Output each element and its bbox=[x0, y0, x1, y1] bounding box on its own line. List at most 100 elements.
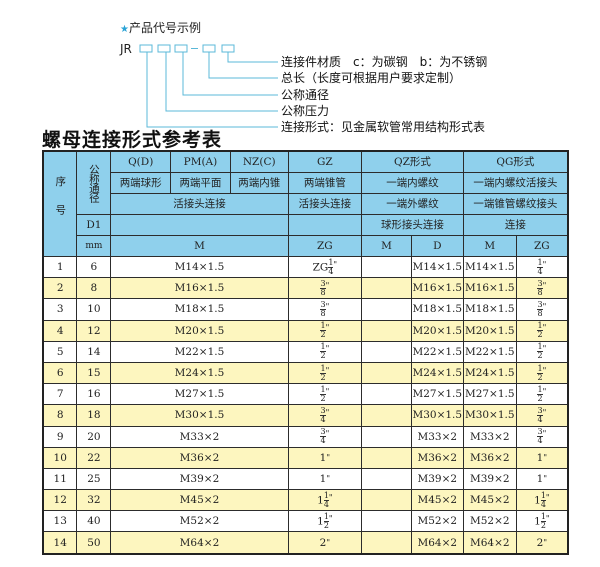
numerator: 3 bbox=[320, 278, 326, 289]
header-gz: GZ bbox=[287, 150, 363, 173]
numerator: 1 bbox=[537, 257, 543, 268]
header-cell: 球形接头连接 bbox=[361, 214, 464, 236]
cell-zg: 3 4 " bbox=[287, 425, 363, 448]
cell-dn: 6 bbox=[76, 255, 112, 279]
cell-m: M45×2 bbox=[110, 489, 289, 512]
cell-qg-m: M33×2 bbox=[462, 425, 517, 448]
product-code-diagram: ★产品代号示例 JR 连接件材质 c：为碳钢 b：为不锈钢 总长（长度可根据用户… bbox=[0, 0, 600, 135]
cell-qg-zg: 1 4 " bbox=[515, 255, 569, 279]
cell-dn: 10 bbox=[76, 298, 112, 321]
zg-whole: 1 bbox=[317, 494, 324, 507]
cell-qg-zg: 1 2 " bbox=[515, 340, 569, 363]
cell-m: M33×2 bbox=[110, 425, 289, 448]
numerator: 1 bbox=[323, 490, 329, 501]
cell-m: M18×1.5 bbox=[110, 298, 289, 321]
zg-whole: 1 bbox=[534, 494, 541, 507]
numerator: 1 bbox=[540, 511, 546, 522]
cell-dn: 12 bbox=[76, 319, 112, 342]
table-row: 11 25 M39×2 1" M39×2 M39×2 1" bbox=[42, 467, 569, 491]
cell-dn: 18 bbox=[76, 404, 112, 427]
cell-qg-m: M45×2 bbox=[462, 489, 517, 512]
cell-zg: 1 2 " bbox=[287, 340, 363, 363]
cell-qg-m: M27×1.5 bbox=[462, 383, 517, 406]
denominator: 2 bbox=[537, 393, 543, 403]
table-body: 1 6 M14×1.5 ZG 1 4 " M14×1.5 M14×1.5 1 4 " 2 8 M16×1.5… bbox=[42, 255, 569, 555]
cell-qg-m: M20×1.5 bbox=[462, 319, 517, 342]
cell-zg: 1 2 " bbox=[287, 319, 363, 342]
label-nominal-diameter: 公称通径 bbox=[281, 88, 330, 102]
numerator: 1 bbox=[320, 384, 326, 395]
cell-m: M64×2 bbox=[110, 531, 289, 555]
cell-zg: 1 2 " bbox=[287, 361, 363, 385]
numerator: 1 bbox=[537, 384, 543, 395]
header-pma: PM(A) bbox=[170, 150, 231, 173]
cell-qg-m: M30×1.5 bbox=[462, 404, 517, 427]
cell-dn: 32 bbox=[76, 489, 112, 512]
numerator: 1 bbox=[320, 342, 326, 353]
cell-qg-m: M64×2 bbox=[462, 531, 517, 555]
header-dn-text: 公称通径 bbox=[87, 164, 100, 202]
label-nominal-pressure: 公称压力 bbox=[281, 104, 330, 118]
cell-no: 5 bbox=[42, 340, 78, 363]
header-cell: 一端锥管螺纹接头 bbox=[462, 193, 569, 215]
header-cell: 活接头连接 bbox=[287, 193, 363, 215]
cell-dn: 40 bbox=[76, 510, 112, 533]
numerator: 3 bbox=[320, 299, 326, 310]
denominator: 4 bbox=[537, 414, 543, 424]
cell-qz-d: M20×1.5 bbox=[410, 319, 464, 342]
denominator: 8 bbox=[537, 308, 543, 318]
table-row: 5 14 M22×1.5 1 2 " M22×1.5 M22×1.5 1 2 " bbox=[42, 340, 569, 363]
table-title: 螺母连接形式参考表 bbox=[42, 129, 223, 151]
cell-zg: 1" bbox=[287, 467, 363, 491]
header-serial-text: 序号 bbox=[54, 175, 67, 233]
header-cell: ZG bbox=[287, 235, 363, 257]
cell-dn: 8 bbox=[76, 277, 112, 300]
header-cell: 两端内锥 bbox=[229, 172, 289, 194]
denominator: 4 bbox=[537, 436, 543, 446]
nut-connection-table: 序号 公称通径 Q(D) PM(A) NZ(C) GZ QZ形式 QG形式 两端… bbox=[42, 150, 569, 555]
cell-qz-d: M22×1.5 bbox=[410, 340, 464, 363]
cell-zg: 3 8 " bbox=[287, 298, 363, 321]
label-material: 连接件材质 c：为碳钢 b：为不锈钢 bbox=[281, 55, 488, 69]
numerator: 1 bbox=[323, 511, 329, 522]
zg-whole: 1 bbox=[536, 451, 544, 464]
header-qz: QZ形式 bbox=[361, 150, 464, 173]
cell-qz-d: M24×1.5 bbox=[410, 361, 464, 385]
cell-zg: 1 1 2 " bbox=[287, 510, 363, 533]
cell-qz-m bbox=[361, 446, 412, 469]
header-empty bbox=[287, 214, 363, 236]
table-row: 4 12 M20×1.5 1 2 " M20×1.5 M20×1.5 1 2 " bbox=[42, 319, 569, 342]
table-row: 6 15 M24×1.5 1 2 " M24×1.5 M24×1.5 1 2 " bbox=[42, 361, 569, 385]
cell-no: 6 bbox=[42, 361, 78, 385]
cell-qg-m: M16×1.5 bbox=[462, 277, 517, 300]
cell-dn: 22 bbox=[76, 446, 112, 469]
cell-no: 2 bbox=[42, 277, 78, 300]
zg-whole: 1 bbox=[317, 515, 324, 528]
denominator: 4 bbox=[540, 499, 546, 509]
cell-qz-d: M52×2 bbox=[410, 510, 464, 533]
header-cell: 一端内螺纹 bbox=[361, 172, 464, 194]
denominator: 4 bbox=[537, 266, 543, 276]
cell-m: M14×1.5 bbox=[110, 255, 289, 279]
zg-whole: 1 bbox=[536, 472, 544, 485]
cell-dn: 20 bbox=[76, 425, 112, 448]
cell-qg-zg: 3 8 " bbox=[515, 277, 569, 300]
header-unit: mm bbox=[76, 235, 112, 257]
cell-qz-m bbox=[361, 255, 412, 279]
cell-no: 11 bbox=[42, 467, 78, 491]
cell-qg-m: M14×1.5 bbox=[462, 255, 517, 279]
header-cell: 活接头连接 bbox=[110, 193, 289, 215]
cell-m: M52×2 bbox=[110, 510, 289, 533]
